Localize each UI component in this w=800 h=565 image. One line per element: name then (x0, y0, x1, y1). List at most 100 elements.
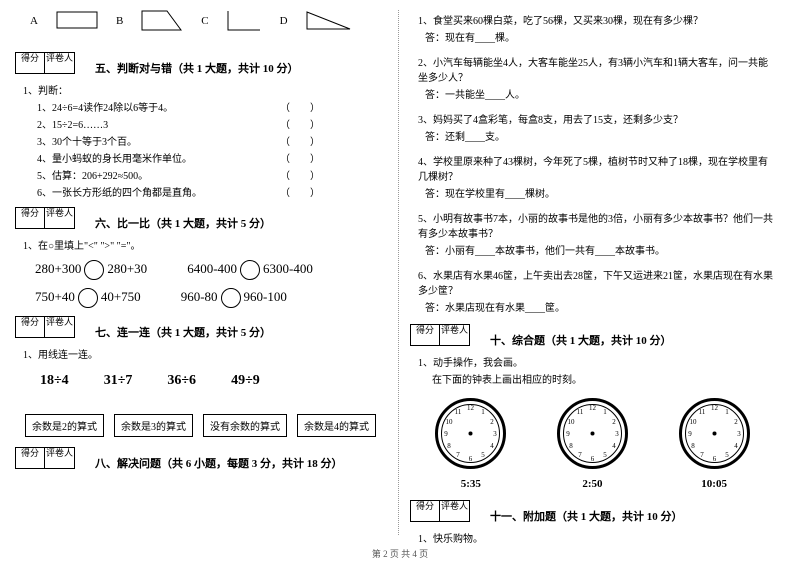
grader-cell: 评卷人 (45, 52, 75, 74)
svg-text:12: 12 (467, 404, 475, 412)
section-5-title: 五、判断对与错（共 1 大题，共计 10 分） (95, 60, 380, 76)
svg-text:3: 3 (737, 430, 741, 438)
txt: 6、一张长方形纸的四个角都是直角。 (37, 184, 202, 199)
score-cell: 得分 (15, 447, 45, 469)
svg-text:1: 1 (603, 408, 607, 416)
angle-icon (227, 10, 262, 32)
svg-text:6: 6 (591, 455, 595, 463)
clock-1: 123 69 12 45 78 1011 5:35 (433, 396, 508, 490)
grader-cell: 评卷人 (45, 207, 75, 229)
svg-text:11: 11 (577, 408, 584, 416)
clock-2: 123 69 12 45 78 1011 2:50 (555, 396, 630, 490)
label-a: A (30, 15, 38, 27)
svg-text:4: 4 (491, 442, 495, 450)
sec10-sub: 在下面的钟表上画出相应的时刻。 (432, 371, 775, 386)
blank-circle (78, 288, 98, 308)
sec5-item-5: 5、估算：206+292≈500。（ ） (37, 167, 380, 182)
paren: （ ） (280, 184, 320, 199)
svg-text:10: 10 (446, 418, 454, 426)
label-b: B (116, 15, 123, 27)
svg-text:5: 5 (482, 451, 486, 459)
t: 6400-400 (187, 261, 237, 276)
paren: （ ） (280, 167, 320, 182)
svg-text:4: 4 (734, 442, 738, 450)
grader-cell: 评卷人 (45, 316, 75, 338)
svg-text:5: 5 (603, 451, 607, 459)
svg-text:2: 2 (491, 418, 495, 426)
svg-text:8: 8 (569, 442, 573, 450)
sec10-lead: 1、动手操作，我会画。 (418, 354, 775, 369)
section-8-title: 八、解决问题（共 6 小题，每题 3 分，共计 18 分） (95, 455, 380, 471)
svg-text:1: 1 (725, 408, 729, 416)
score-cell: 得分 (410, 324, 440, 346)
svg-text:2: 2 (612, 418, 616, 426)
svg-text:7: 7 (700, 451, 704, 459)
svg-text:9: 9 (445, 430, 449, 438)
expr: 750+40 40+750 (35, 288, 141, 308)
grader-cell: 评卷人 (440, 324, 470, 346)
div-expr: 18÷4 (40, 373, 69, 389)
a4: 答：现在学校里有____棵树。 (425, 185, 775, 200)
sec5-item-6: 6、一张长方形纸的四个角都是直角。 （ ） (37, 184, 380, 199)
section-10-title: 十、综合题（共 1 大题，共计 10 分） (490, 332, 775, 348)
box: 没有余数的算式 (203, 414, 287, 437)
compare-row-1: 280+300280+30 6400-4006300-400 (35, 260, 380, 280)
q4: 4、学校里原来种了43棵树，今年死了5棵，植树节时又种了18棵，现在学校里有几棵… (418, 153, 775, 183)
a1: 答：现在有____棵。 (425, 29, 775, 44)
svg-text:10: 10 (689, 418, 697, 426)
svg-text:9: 9 (566, 430, 570, 438)
paren: （ ） (280, 150, 320, 165)
division-row: 18÷4 31÷7 36÷6 49÷9 (40, 373, 380, 389)
answer-boxes: 余数是2的算式 余数是3的算式 没有余数的算式 余数是4的算式 (25, 414, 380, 437)
svg-text:8: 8 (448, 442, 452, 450)
trapezoid-icon (141, 10, 183, 32)
svg-text:5: 5 (725, 451, 729, 459)
label-c: C (201, 15, 208, 27)
paren: （ ） (280, 99, 320, 114)
t: 6300-400 (263, 261, 313, 276)
section-6-title: 六、比一比（共 1 大题，共计 5 分） (95, 215, 380, 231)
txt: 4、量小蚂蚁的身长用毫米作单位。 (37, 150, 192, 165)
time-1: 5:35 (433, 478, 508, 490)
txt: 1、24÷6=4读作24除以6等于4。 (37, 99, 173, 114)
div-expr: 49÷9 (231, 373, 260, 389)
blank-circle (84, 260, 104, 280)
sec5-lead: 1、判断： (23, 82, 380, 97)
sec5-item-2: 2、15÷2=6……3（ ） (37, 116, 380, 131)
paren: （ ） (280, 133, 320, 148)
sec11-lead: 1、快乐购物。 (418, 530, 775, 545)
clocks-row: 123 69 12 45 78 1011 5:35 123 69 12 (410, 396, 775, 490)
shapes-row: A B C D (15, 10, 380, 32)
clock-3: 123 69 12 45 78 1011 10:05 (677, 396, 752, 490)
svg-text:7: 7 (578, 451, 582, 459)
a5: 答：小丽有____本故事书，他们一共有____本故事书。 (425, 242, 775, 257)
clock-icon: 123 69 12 45 78 1011 (677, 396, 752, 471)
a2: 答：一共能坐____人。 (425, 86, 775, 101)
score-cell: 得分 (15, 52, 45, 74)
sec5-item-4: 4、量小蚂蚁的身长用毫米作单位。 （ ） (37, 150, 380, 165)
clock-icon: 123 69 12 45 78 1011 (433, 396, 508, 471)
paren: （ ） (280, 116, 320, 131)
q1: 1、食堂买来60棵白菜，吃了56棵，又买来30棵，现在有多少棵？ (418, 12, 775, 27)
t: 750+40 (35, 289, 75, 304)
grader-cell: 评卷人 (440, 500, 470, 522)
expr: 960-80960-100 (181, 288, 287, 308)
t: 40+750 (101, 289, 141, 304)
score-cell: 得分 (15, 207, 45, 229)
score-cell: 得分 (410, 500, 440, 522)
div-expr: 31÷7 (104, 373, 133, 389)
time-2: 2:50 (555, 478, 630, 490)
blank-circle (221, 288, 241, 308)
q6: 6、水果店有水果46筐，上午卖出去28筐，下午又运进来21筐，水果店现在有水果多… (418, 267, 775, 297)
svg-text:1: 1 (482, 408, 486, 416)
sec6-lead: 1、在○里填上"<" ">" "="。 (23, 237, 380, 252)
right-column: 1、食堂买来60棵白菜，吃了56棵，又买来30棵，现在有多少棵？ 答：现在有__… (395, 0, 790, 565)
svg-text:6: 6 (469, 455, 473, 463)
svg-text:8: 8 (691, 442, 695, 450)
div-expr: 36÷6 (167, 373, 196, 389)
section-11-title: 十一、附加题（共 1 大题，共计 10 分） (490, 508, 775, 524)
t: 960-80 (181, 289, 218, 304)
q5: 5、小明有故事书7本，小丽的故事书是他的3倍，小丽有多少本故事书？他们一共有多少… (418, 210, 775, 240)
q3: 3、妈妈买了4盒彩笔，每盒8支，用去了15支，还剩多少支？ (418, 111, 775, 126)
t: 280+30 (107, 261, 147, 276)
